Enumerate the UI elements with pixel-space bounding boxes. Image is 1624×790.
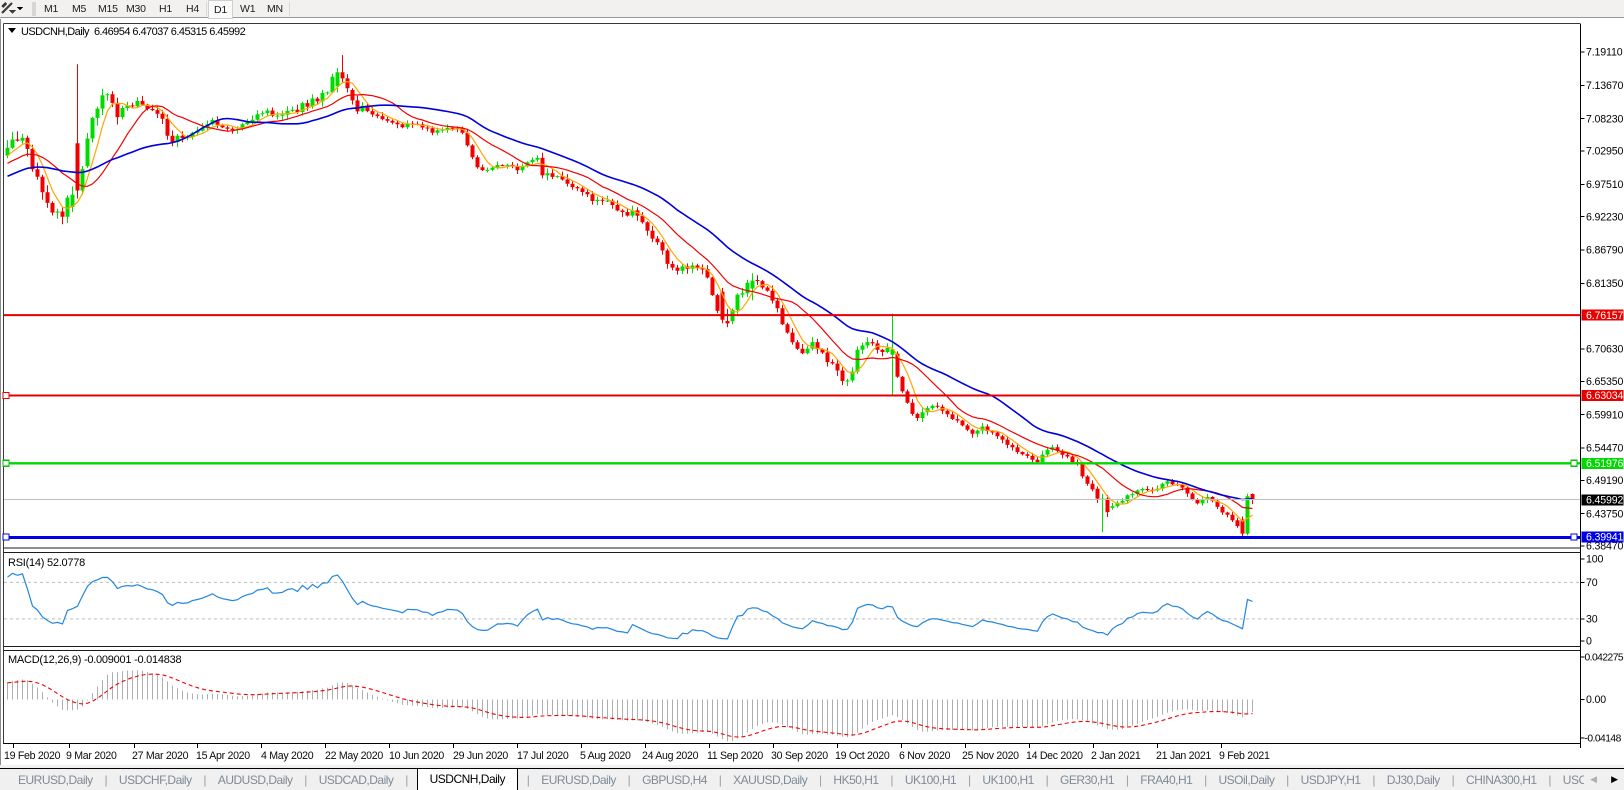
svg-text:70: 70 xyxy=(1586,577,1598,589)
svg-text:100: 100 xyxy=(1586,554,1603,566)
svg-text:17 Jul 2020: 17 Jul 2020 xyxy=(517,750,569,762)
svg-text:6.51976: 6.51976 xyxy=(1586,458,1624,470)
svg-text:19 Oct 2020: 19 Oct 2020 xyxy=(835,750,890,762)
svg-text:19 Feb 2020: 19 Feb 2020 xyxy=(4,750,61,762)
svg-text:7.19110: 7.19110 xyxy=(1586,47,1623,59)
svg-text:MACD(12,26,9) -0.009001 -0.014: MACD(12,26,9) -0.009001 -0.014838 xyxy=(8,654,181,666)
svg-text:0.00: 0.00 xyxy=(1586,694,1606,706)
svg-text:9 Feb 2021: 9 Feb 2021 xyxy=(1219,750,1270,762)
svg-text:6.45992: 6.45992 xyxy=(1586,495,1624,507)
svg-text:30 Sep 2020: 30 Sep 2020 xyxy=(771,750,828,762)
svg-text:6.54470: 6.54470 xyxy=(1586,443,1624,455)
svg-text:30: 30 xyxy=(1586,614,1598,626)
svg-text:6.59910: 6.59910 xyxy=(1586,409,1624,421)
svg-text:0.042275: 0.042275 xyxy=(1585,653,1624,664)
svg-text:15 Apr 2020: 15 Apr 2020 xyxy=(196,750,250,762)
svg-text:4 May 2020: 4 May 2020 xyxy=(261,750,314,762)
svg-text:6.76157: 6.76157 xyxy=(1586,310,1624,322)
svg-text:6.38470: 6.38470 xyxy=(1586,541,1624,553)
svg-text:21 Jan 2021: 21 Jan 2021 xyxy=(1156,750,1211,762)
svg-text:6.39941: 6.39941 xyxy=(1586,532,1624,544)
svg-text:7.02950: 7.02950 xyxy=(1586,146,1624,158)
svg-text:6.92230: 6.92230 xyxy=(1586,211,1624,223)
svg-text:9 Mar 2020: 9 Mar 2020 xyxy=(66,750,117,762)
svg-text:6.97510: 6.97510 xyxy=(1586,179,1624,191)
svg-text:RSI(14) 52.0778: RSI(14) 52.0778 xyxy=(8,557,85,569)
svg-text:6.49190: 6.49190 xyxy=(1586,475,1624,487)
svg-text:6.70630: 6.70630 xyxy=(1586,344,1624,356)
svg-text:24 Aug 2020: 24 Aug 2020 xyxy=(642,750,699,762)
svg-text:25 Nov 2020: 25 Nov 2020 xyxy=(962,750,1019,762)
svg-text:29 Jun 2020: 29 Jun 2020 xyxy=(453,750,508,762)
svg-text:USDCNH,Daily 6.46954 6.47037: USDCNH,Daily 6.46954 6.47037 6.45315 6.4… xyxy=(21,26,246,38)
svg-text:6.65350: 6.65350 xyxy=(1586,376,1624,388)
svg-text:-0.04148: -0.04148 xyxy=(1585,734,1622,745)
svg-text:6.86790: 6.86790 xyxy=(1586,245,1624,257)
svg-text:22 May 2020: 22 May 2020 xyxy=(325,750,383,762)
svg-text:2 Jan 2021: 2 Jan 2021 xyxy=(1091,750,1141,762)
svg-text:6.43750: 6.43750 xyxy=(1586,508,1624,520)
svg-text:0: 0 xyxy=(1586,636,1592,648)
svg-text:6 Nov 2020: 6 Nov 2020 xyxy=(899,750,951,762)
svg-text:27 Mar 2020: 27 Mar 2020 xyxy=(132,750,189,762)
svg-text:11 Sep 2020: 11 Sep 2020 xyxy=(707,750,763,762)
svg-text:5 Aug 2020: 5 Aug 2020 xyxy=(580,750,631,762)
svg-text:7.13670: 7.13670 xyxy=(1586,80,1624,92)
svg-text:7.08230: 7.08230 xyxy=(1586,113,1624,125)
svg-text:14 Dec 2020: 14 Dec 2020 xyxy=(1026,750,1083,762)
svg-text:10 Jun 2020: 10 Jun 2020 xyxy=(389,750,444,762)
svg-text:6.63034: 6.63034 xyxy=(1586,390,1624,402)
svg-text:6.81350: 6.81350 xyxy=(1586,278,1624,290)
